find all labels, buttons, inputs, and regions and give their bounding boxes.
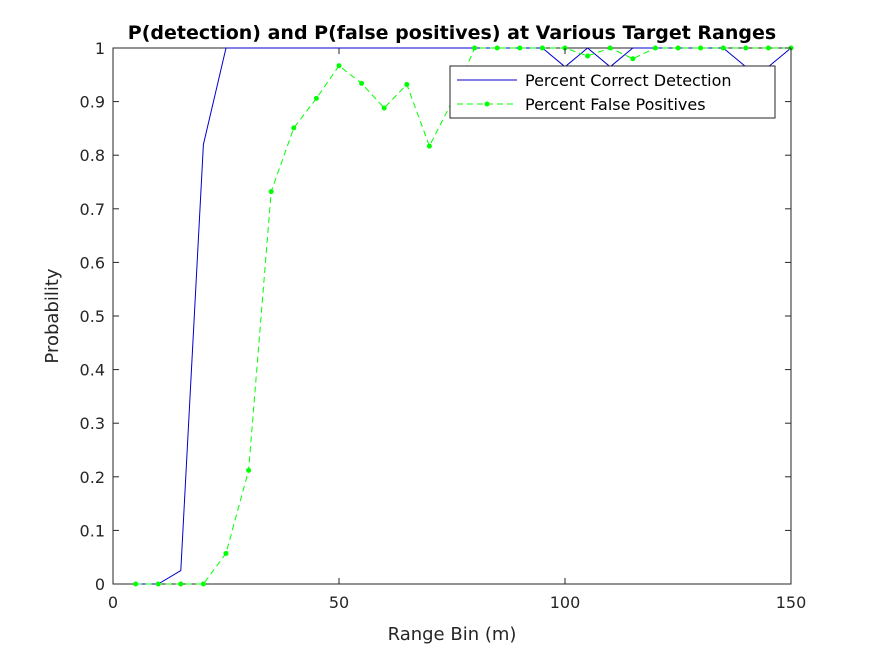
y-tick-label: 0.4 — [80, 361, 105, 380]
tick-layer: 0 50 100 150 0 0.1 0.2 0.3 0.4 0.5 0.6 0.7 0.8 0.9 1 — [80, 39, 807, 612]
y-tick-label: 0.9 — [80, 93, 105, 112]
series-1-point — [698, 45, 704, 51]
series-1-point — [246, 467, 252, 473]
y-tick-label: 1 — [95, 39, 105, 58]
series-1-point — [133, 581, 139, 587]
series-1-point — [268, 189, 274, 195]
series-1-point — [652, 45, 658, 51]
series-1-point — [359, 80, 365, 86]
legend-label-detection: Percent Correct Detection — [525, 71, 732, 90]
plot-area — [112, 47, 792, 585]
y-tick-label: 0.2 — [80, 468, 105, 487]
series-1-point — [539, 45, 545, 51]
y-tick-label: 0.5 — [80, 307, 105, 326]
series-1-point — [426, 143, 432, 149]
series-1-point — [585, 53, 591, 59]
series-1-point — [223, 550, 229, 556]
x-tick-label: 100 — [550, 593, 581, 612]
series-1-point — [404, 81, 410, 87]
series-line-0 — [135, 47, 792, 585]
series-1-point — [472, 45, 478, 51]
y-tick-label: 0 — [95, 575, 105, 594]
y-axis-label: Probability — [42, 268, 63, 363]
series-1-point — [381, 105, 387, 111]
x-tick-label: 150 — [776, 593, 807, 612]
y-tick-label: 0.6 — [80, 253, 105, 272]
series-1-point — [675, 45, 681, 51]
y-tick-label: 0.3 — [80, 414, 105, 433]
series-1-point — [200, 581, 206, 587]
legend-marker-false-positives — [484, 101, 490, 107]
series-1-point — [765, 45, 771, 51]
series-1-point — [155, 581, 161, 587]
y-tick-label: 0.7 — [80, 200, 105, 219]
y-tick-label: 0.8 — [80, 146, 105, 165]
legend-box — [449, 65, 776, 119]
x-tick-label: 0 — [108, 593, 118, 612]
series-1-point — [743, 45, 749, 51]
series-1-point — [313, 95, 319, 101]
series-1-point — [720, 45, 726, 51]
series-1-point — [630, 56, 636, 62]
legend-label-false-positives: Percent False Positives — [525, 95, 706, 114]
y-tick-label: 0.1 — [80, 521, 105, 540]
series-1-point — [494, 45, 500, 51]
series-1-point — [517, 45, 523, 51]
chart-title: P(detection) and P(false positives) at V… — [128, 22, 776, 44]
series-1-point — [291, 125, 297, 131]
series-1-point — [336, 63, 342, 69]
x-axis-label: Range Bin (m) — [388, 624, 517, 645]
series-1-point — [607, 45, 613, 51]
x-tick-label: 50 — [329, 593, 349, 612]
series-1-point — [178, 581, 184, 587]
legend: Percent Correct Detection Percent False … — [449, 65, 776, 119]
